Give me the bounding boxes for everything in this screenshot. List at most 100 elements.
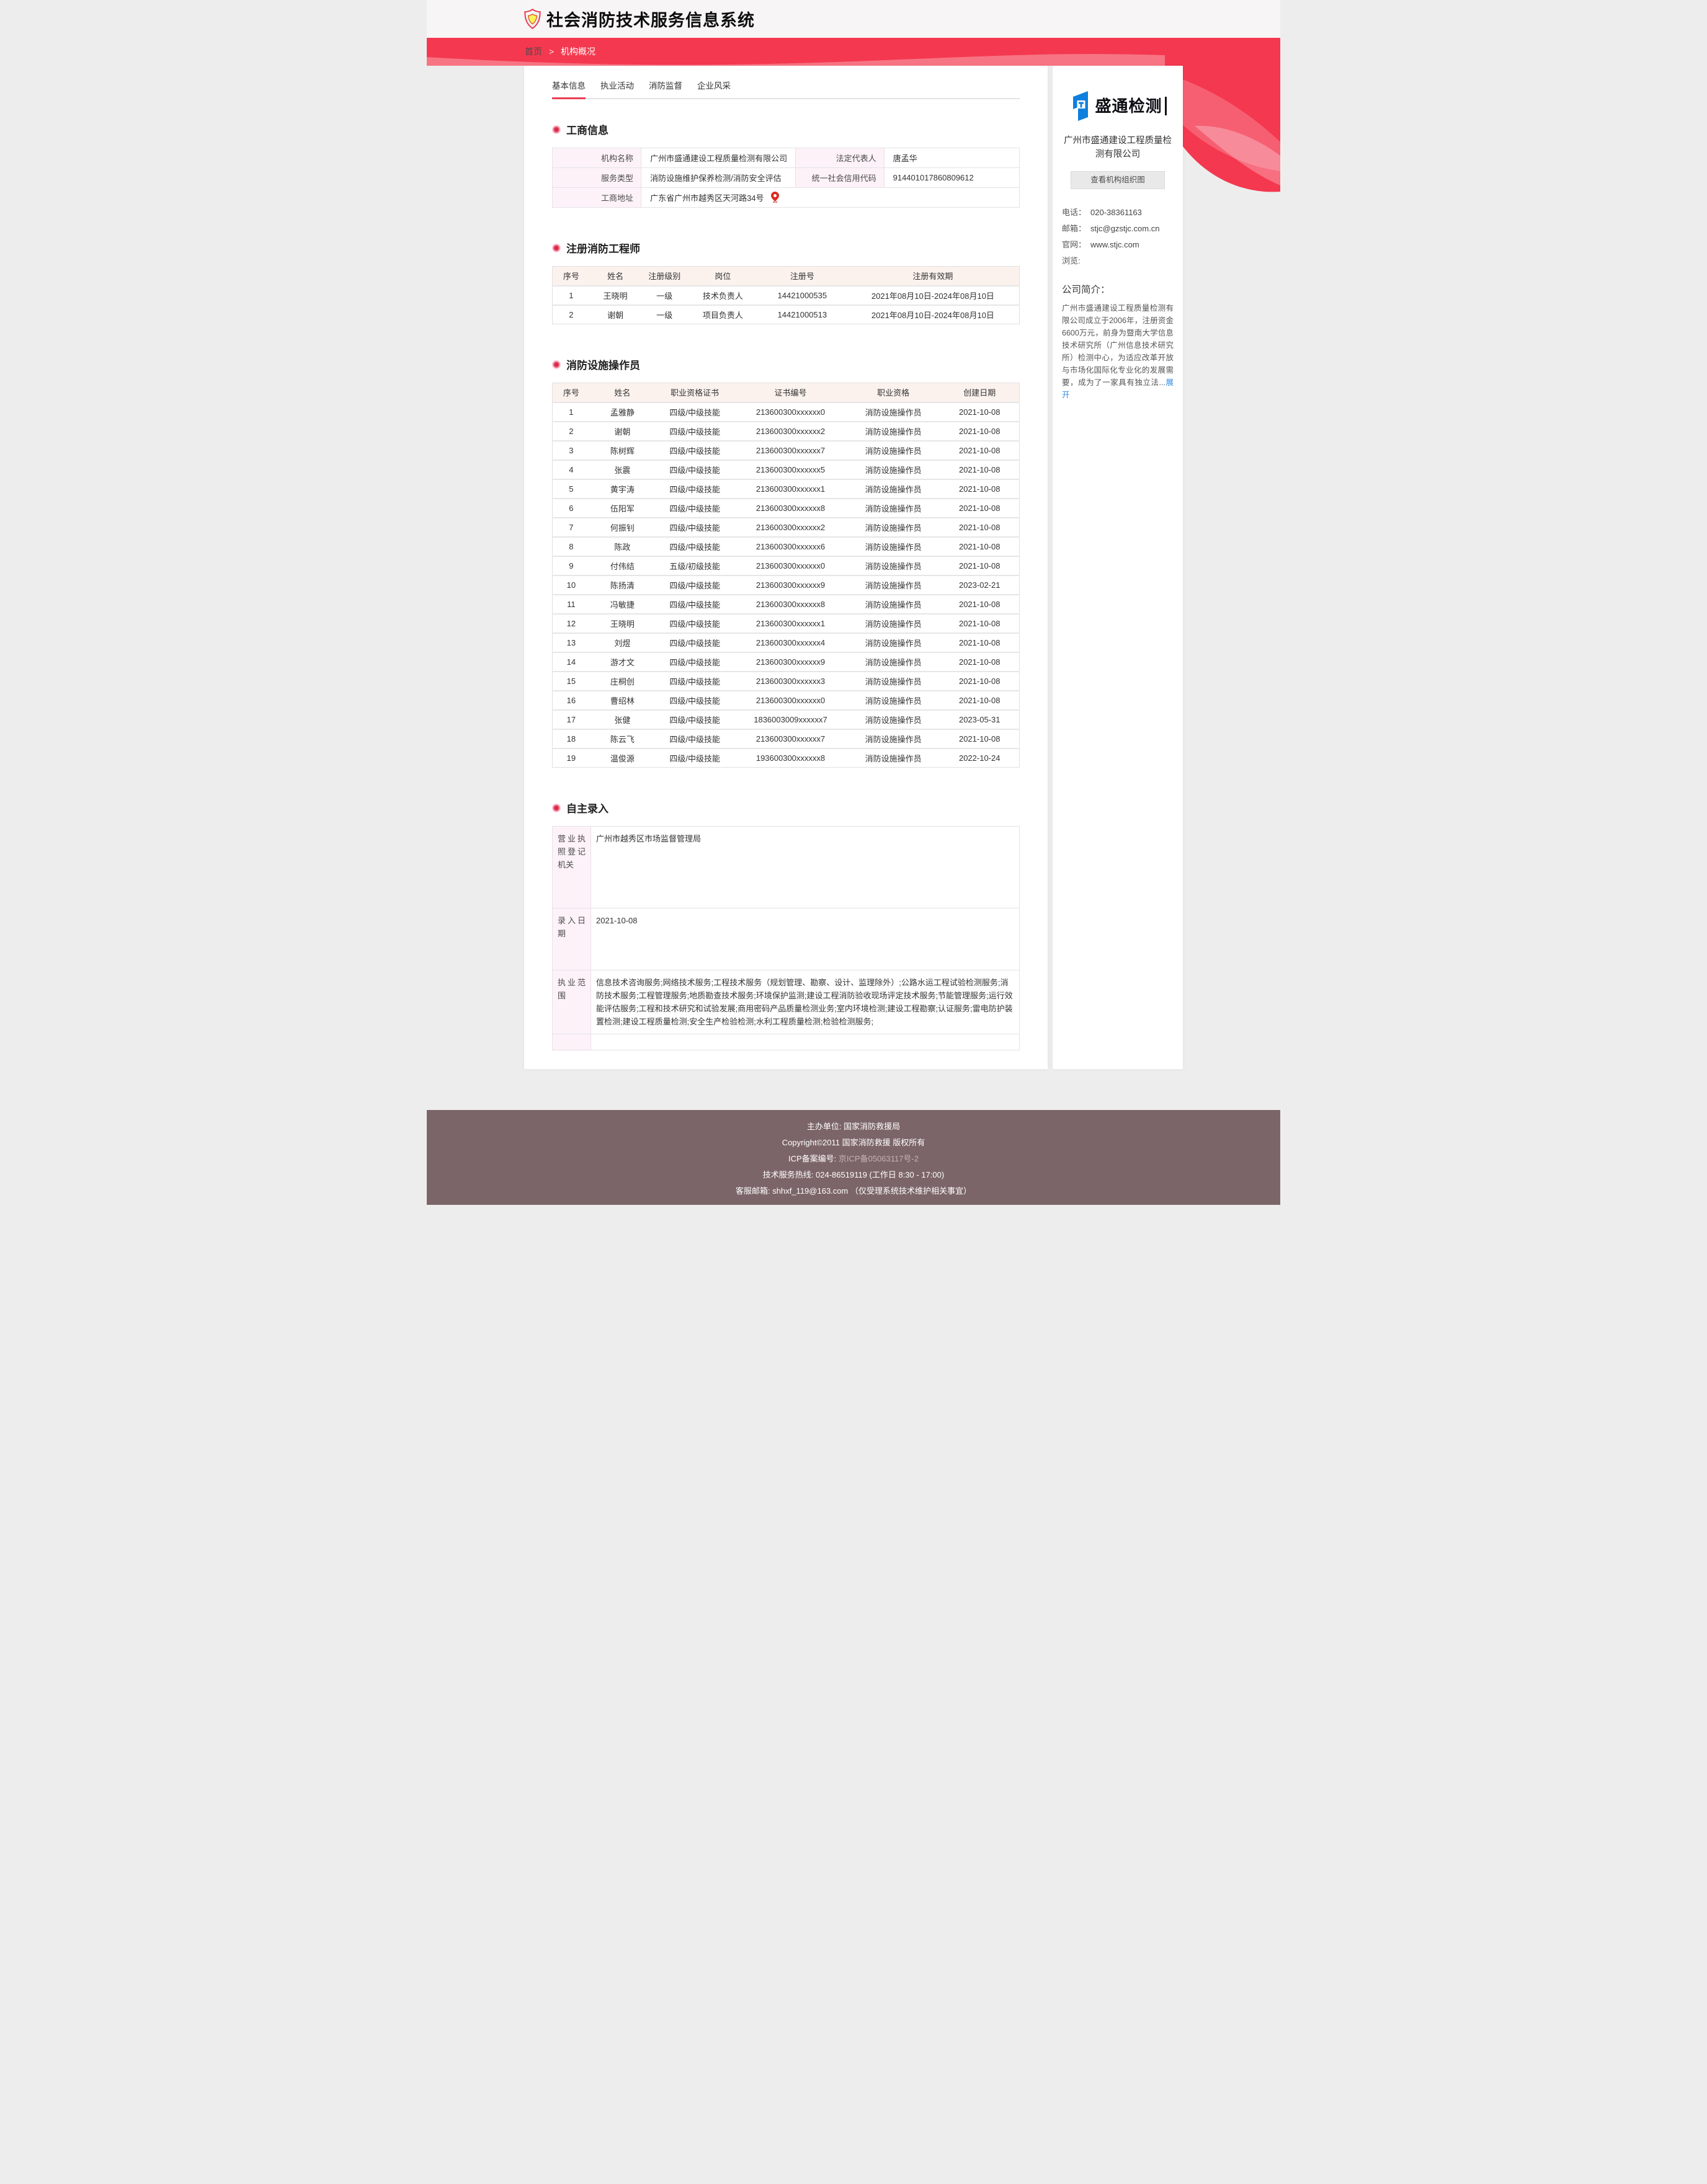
- contact-line: 浏览:: [1062, 253, 1174, 269]
- table-cell: 13: [566, 637, 576, 647]
- business-info-table: 机构名称 广州市盛通建设工程质量检测有限公司 法定代表人 唐孟华 服务类型 消防…: [551, 148, 1020, 208]
- org-name: 广州市盛通建设工程质量检测有限公司: [1064, 136, 1172, 160]
- tab-执业活动[interactable]: 执业活动: [600, 81, 634, 91]
- field-value: 消防设施维护保养检测/消防安全评估: [641, 167, 796, 188]
- table-row: 机构名称 广州市盛通建设工程质量检测有限公司 法定代表人 唐孟华: [551, 148, 1020, 168]
- table-row: 10 陈扬清 四级/中级技能 213600300xxxxxx9 消防设施操作员 2023-…: [552, 575, 1020, 595]
- table-cell: 14421000535: [777, 290, 827, 300]
- table-cell: 12: [566, 618, 576, 628]
- section-title-text: 注册消防工程师: [566, 243, 640, 255]
- table-row: 17 张健 四级/中级技能 1836003009xxxxxx7 消防设施操作员 2023-…: [552, 709, 1020, 729]
- table-cell: 陈政: [614, 542, 631, 552]
- tab-基本信息[interactable]: 基本信息: [552, 79, 586, 99]
- table-cell: 四级/中级技能: [669, 465, 720, 475]
- table-cell: 10: [566, 580, 576, 590]
- table-cell: 2023-02-21: [958, 580, 1001, 590]
- table-cell: 四级/中级技能: [669, 657, 720, 667]
- table-cell: 2021-10-08: [958, 407, 1001, 417]
- table-row: 7 何振钊 四级/中级技能 213600300xxxxxx2 消防设施操作员 2021-1…: [552, 517, 1020, 537]
- table-cell: 213600300xxxxxx4: [755, 637, 826, 647]
- table-cell: 2021年08月10日-2024年08月10日: [871, 291, 994, 301]
- table-row: 19 温俊源 四级/中级技能 193600300xxxxxx8 消防设施操作员 2022-…: [552, 748, 1020, 768]
- company-intro-title: 公司简介：: [1062, 284, 1110, 295]
- table-cell: 五级/初级技能: [669, 561, 720, 571]
- tab-企业风采[interactable]: 企业风采: [697, 81, 731, 91]
- footer-copyright: Copyright©2011 国家消防救援 版权所有: [782, 1138, 925, 1147]
- org-logo: 盛通检测: [1062, 91, 1174, 122]
- section-title-text: 工商信息: [566, 125, 608, 136]
- table-cell: 2022-10-24: [958, 753, 1001, 763]
- table-cell: 孟雅静: [610, 407, 635, 417]
- contact-value: 020-38361163: [1090, 207, 1142, 217]
- footer-hotline: 技术服务热线: 024-86519119 (工作日 8:30 - 17:00): [762, 1170, 945, 1179]
- table-cell: 四级/中级技能: [669, 504, 720, 513]
- table-cell: 四级/中级技能: [669, 753, 720, 763]
- table-cell: 消防设施操作员: [865, 734, 922, 744]
- table-cell: 14421000513: [777, 309, 827, 319]
- field-label: 服务类型: [551, 167, 642, 188]
- bullet-icon: [552, 360, 561, 369]
- table-cell: 消防设施操作员: [865, 427, 922, 437]
- table-row: 1 孟雅静 四级/中级技能 213600300xxxxxx0 消防设施操作员 2021-1…: [552, 402, 1020, 422]
- column-header: 注册级别: [641, 266, 688, 286]
- intro-paragraph: 广州市盛通建设工程质量检测有限公司成立于2006年，注册资金6600万元，前身为…: [1062, 303, 1174, 387]
- column-header: 姓名: [589, 266, 641, 286]
- table-cell: 游才文: [610, 657, 635, 667]
- location-pin-icon[interactable]: [771, 192, 780, 203]
- operators-table: 序号 姓名 职业资格证书 证书编号 职业资格 创建日期 1 孟雅静 四级/中级技能 213600…: [552, 383, 1020, 768]
- table-cell: 四级/中级技能: [669, 600, 720, 610]
- address-text: 广东省广州市越秀区天河路34号: [650, 193, 764, 203]
- section-title-text: 自主录入: [566, 803, 608, 815]
- table-row: 9 付伟结 五级/初级技能 213600300xxxxxx0 消防设施操作员 2021-1…: [552, 556, 1020, 575]
- bullet-icon: [552, 803, 561, 812]
- field-label: 机构名称: [551, 148, 642, 168]
- table-row: 录入日期 2021-10-08: [552, 908, 1020, 970]
- table-cell: 213600300xxxxxx0: [755, 407, 826, 417]
- table-cell: 四级/中级技能: [669, 407, 720, 417]
- view-org-chart-button[interactable]: 查看机构组织图: [1071, 171, 1165, 189]
- contact-value: www.stjc.com: [1090, 239, 1139, 249]
- icp-label: ICP备案编号:: [788, 1154, 839, 1163]
- table-cell: 付伟结: [610, 561, 635, 571]
- org-sidebar: 盛通检测 广州市盛通建设工程质量检测有限公司 查看机构组织图 电话： 020-38…: [1053, 66, 1183, 1069]
- company-intro-text: 广州市盛通建设工程质量检测有限公司成立于2006年，注册资金6600万元，前身为…: [1062, 302, 1174, 401]
- section-title-operators: 消防设施操作员: [552, 357, 1020, 372]
- table-cell: 四级/中级技能: [669, 427, 720, 437]
- table-cell: 消防设施操作员: [865, 580, 922, 590]
- column-header: 序号: [552, 383, 590, 402]
- table-cell: 213600300xxxxxx7: [755, 445, 826, 455]
- tab-消防监督[interactable]: 消防监督: [649, 81, 682, 91]
- table-cell: 消防设施操作员: [865, 484, 922, 494]
- table-cell: 2021-10-08: [958, 695, 1001, 705]
- contact-label: 官网：: [1062, 239, 1087, 249]
- section-title-self-entry: 自主录入: [552, 800, 1020, 815]
- column-header: 序号: [552, 266, 590, 286]
- column-header: 职业资格证书: [655, 383, 735, 402]
- expand-link[interactable]: 展开: [1062, 378, 1174, 399]
- table-cell: 9: [569, 561, 574, 570]
- table-row: 6 伍阳军 四级/中级技能 213600300xxxxxx8 消防设施操作员 2021-1…: [552, 498, 1020, 518]
- column-header: 姓名: [589, 383, 656, 402]
- icp-link[interactable]: 京ICP备05063117号-2: [838, 1154, 919, 1163]
- table-cell: 213600300xxxxxx9: [755, 657, 826, 667]
- breadcrumb-home-link[interactable]: 首页: [525, 47, 542, 56]
- field-value: 唐孟华: [883, 148, 1020, 168]
- table-cell: 11: [567, 599, 576, 609]
- field-label: [552, 1034, 591, 1050]
- table-cell: 2021-10-08: [958, 561, 1001, 570]
- table-cell: 2021-10-08: [958, 637, 1001, 647]
- table-cell: 消防设施操作员: [865, 523, 922, 533]
- field-label: 统一社会信用代码: [795, 167, 885, 188]
- table-cell: 3: [569, 445, 574, 455]
- table-cell: 2021-10-08: [958, 426, 1001, 436]
- table-cell: 2021-10-08: [958, 657, 1001, 667]
- main-panel: 基本信息 执业活动 消防监督 企业风采 工商信息 机构名称 广州市盛通建设工程质量检测…: [524, 66, 1048, 1069]
- table-cell: 4: [569, 464, 574, 474]
- table-cell: 213600300xxxxxx2: [755, 426, 826, 436]
- table-cell: 四级/中级技能: [669, 715, 720, 725]
- field-label: 工商地址: [551, 187, 642, 208]
- table-cell: 2021-10-08: [958, 541, 1001, 551]
- table-row: 2 谢朝 一级 项目负责人 14421000513 2021年08月10日-2024年08…: [552, 304, 1020, 324]
- table-cell: 张震: [614, 465, 631, 475]
- section-title-text: 消防设施操作员: [566, 360, 640, 371]
